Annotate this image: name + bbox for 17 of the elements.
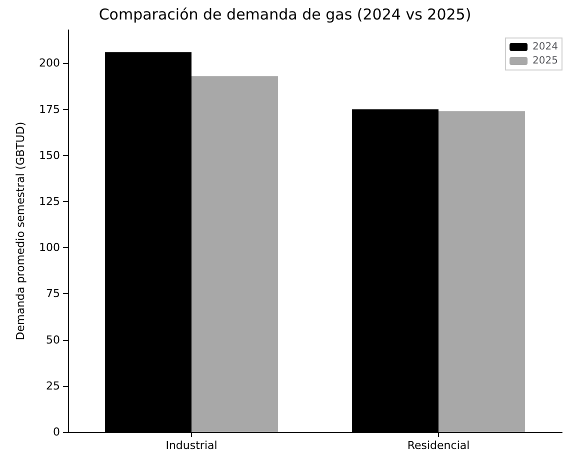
x-tick-label: Industrial bbox=[166, 439, 218, 452]
y-tick-label: 125 bbox=[39, 194, 60, 208]
legend-label: 2025 bbox=[532, 56, 558, 66]
y-tick-label: 100 bbox=[39, 241, 60, 254]
y-tick-label: 0 bbox=[53, 426, 60, 438]
y-tick-label: 150 bbox=[39, 148, 60, 162]
y-tick-label: 175 bbox=[39, 102, 60, 116]
chart-title: Comparación de demanda de gas (2024 vs 2025) bbox=[98, 6, 472, 24]
x-tick-label: Residencial bbox=[407, 439, 470, 452]
legend-label: 2024 bbox=[532, 42, 558, 52]
y-tick-label: 50 bbox=[46, 333, 60, 346]
bar bbox=[438, 111, 525, 432]
y-axis-title: Demanda promedio semestral (GBTUD) bbox=[14, 122, 27, 340]
bar bbox=[192, 76, 278, 432]
y-tick-label: 75 bbox=[46, 287, 60, 300]
y-tick-label: 25 bbox=[46, 379, 60, 392]
y-tick-label: 200 bbox=[39, 56, 60, 70]
